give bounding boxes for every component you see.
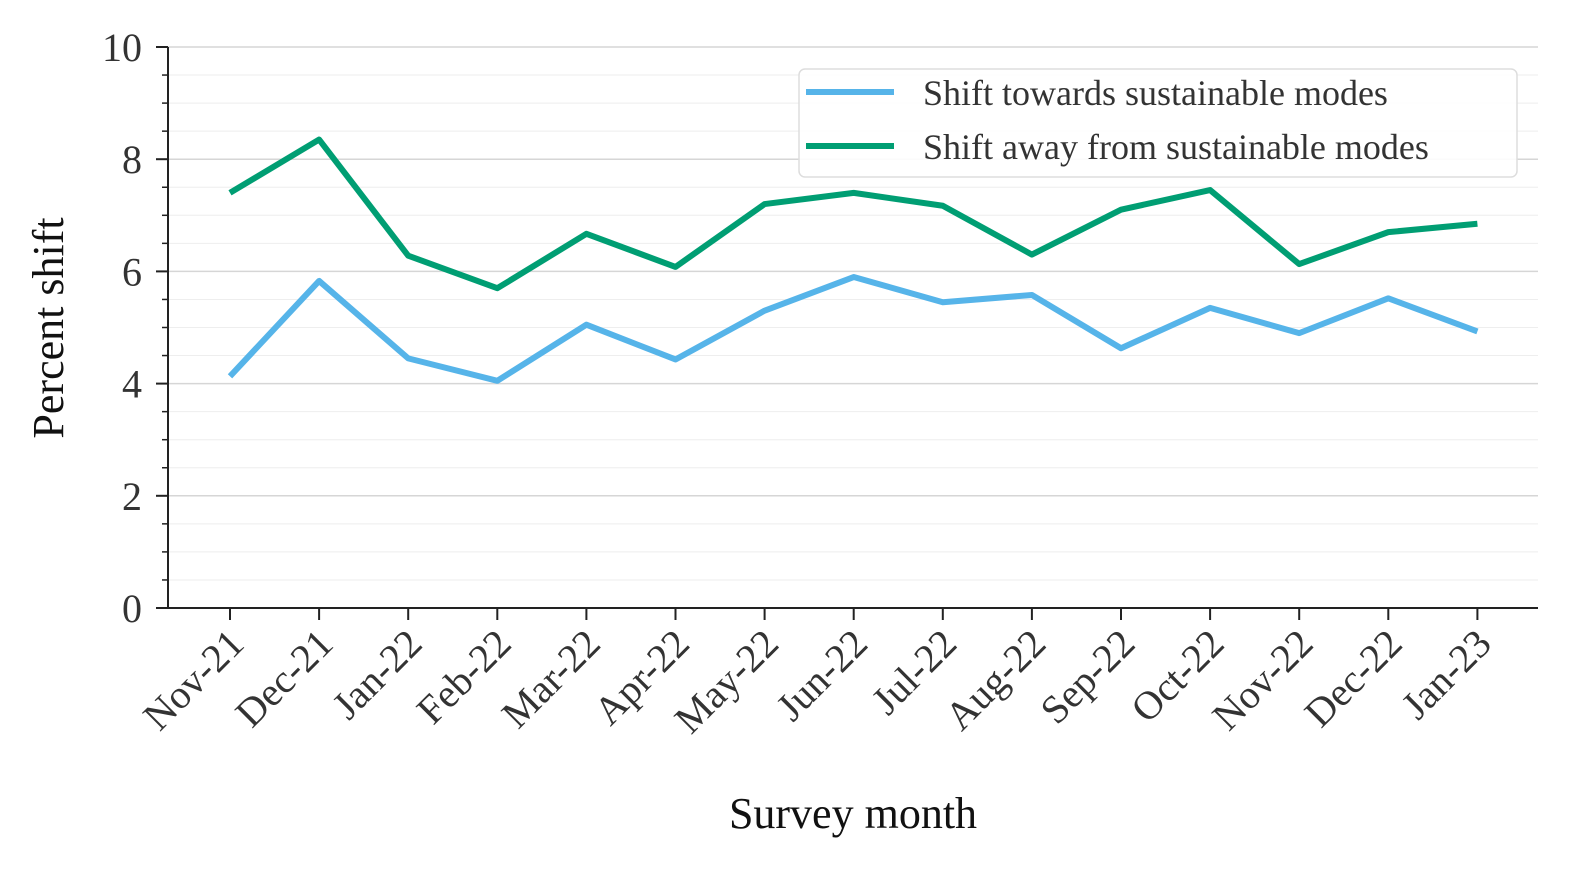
data-point (405, 253, 411, 259)
data-point (851, 274, 857, 280)
data-point (940, 203, 946, 209)
data-point (1385, 295, 1391, 301)
x-tick-label: Dec-22 (1296, 621, 1411, 736)
x-tick-label: Nov-21 (134, 621, 252, 739)
data-point (227, 373, 233, 379)
data-point (673, 356, 679, 362)
data-point (1207, 187, 1213, 193)
x-tick-label: Jun-22 (767, 621, 876, 730)
x-axis-label: Survey month (729, 789, 977, 838)
data-point (227, 190, 233, 196)
data-point (1029, 252, 1035, 258)
x-tick-label: Jan-23 (1393, 621, 1500, 728)
data-point (583, 231, 589, 237)
x-tick-label: Jan-22 (323, 621, 430, 728)
legend: Shift towards sustainable modes Shift aw… (798, 68, 1518, 178)
x-tick-label: Aug-22 (936, 621, 1054, 739)
data-point (851, 190, 857, 196)
y-tick-label: 4 (122, 362, 142, 407)
data-point (673, 264, 679, 270)
x-tick-label: Nov-22 (1203, 621, 1321, 739)
legend-label-away: Shift away from sustainable modes (923, 127, 1429, 167)
data-point (1207, 305, 1213, 311)
data-point (1296, 330, 1302, 336)
data-point (940, 299, 946, 305)
y-ticks: 0 2 4 6 8 10 (102, 25, 168, 631)
data-point (316, 137, 322, 143)
series-lines (227, 136, 1480, 384)
data-point (405, 355, 411, 361)
data-point (1474, 221, 1480, 227)
data-point (1385, 229, 1391, 235)
y-tick-label: 10 (102, 25, 142, 70)
y-tick-label: 6 (122, 249, 142, 294)
x-tick-label: Mar-22 (493, 621, 609, 737)
x-tick-label: Sep-22 (1031, 621, 1143, 733)
data-point (494, 285, 500, 291)
data-point (1029, 292, 1035, 298)
data-point (1118, 207, 1124, 213)
data-point (1474, 328, 1480, 334)
data-point (494, 378, 500, 384)
data-point (583, 322, 589, 328)
legend-frame (798, 68, 1518, 178)
y-tick-label: 2 (122, 474, 142, 519)
data-point (1118, 345, 1124, 351)
data-point (762, 201, 768, 207)
y-axis-label: Percent shift (24, 217, 73, 438)
series-line-1 (228, 136, 1478, 292)
y-tick-label: 0 (122, 586, 142, 631)
data-point (1296, 261, 1302, 267)
legend-label-towards: Shift towards sustainable modes (923, 73, 1388, 113)
data-point (316, 278, 322, 284)
y-tick-label: 8 (122, 137, 142, 182)
series-line-0 (227, 274, 1479, 384)
data-point (762, 308, 768, 314)
x-tick-label: Dec-21 (226, 621, 341, 736)
x-ticks: Nov-21Dec-21Jan-22Feb-22Mar-22Apr-22May-… (134, 608, 1500, 742)
